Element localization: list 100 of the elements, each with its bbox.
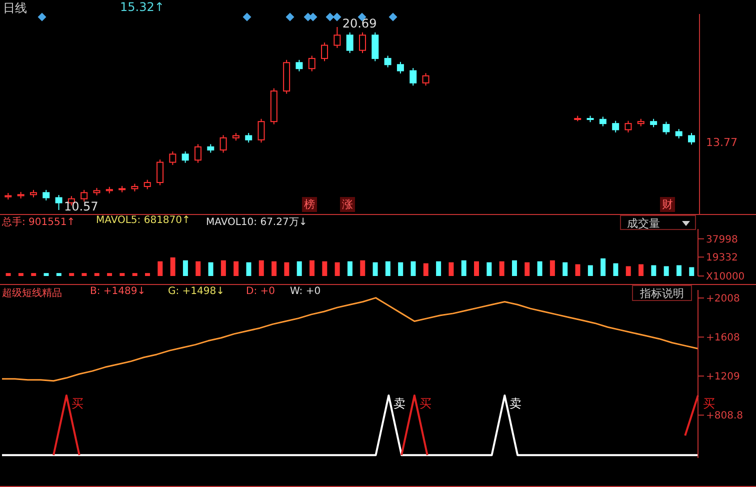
y-tick-label: 19332: [706, 252, 738, 264]
bar: [575, 264, 580, 276]
candlestick: [612, 120, 620, 133]
bar: [638, 264, 644, 276]
bar: [474, 261, 480, 276]
annotation: 成交量: [620, 215, 696, 230]
candlestick: [169, 150, 176, 166]
bar: [56, 273, 62, 276]
bar: [550, 260, 555, 276]
candlestick: [296, 59, 303, 72]
bar: [107, 273, 112, 276]
bar: [220, 260, 226, 276]
bar: [120, 273, 125, 276]
annotation: 卖: [394, 396, 406, 411]
candlestick: [334, 27, 341, 48]
candlestick: [42, 189, 50, 201]
bar: [158, 261, 163, 276]
bar: [69, 273, 74, 276]
bar: [94, 273, 100, 276]
chart-title: 日线: [3, 0, 27, 17]
bar: [651, 265, 656, 276]
y-tick-label: +808.8: [706, 410, 744, 422]
candlestick: [321, 42, 328, 62]
annotation: 卖: [510, 396, 522, 411]
bar: [512, 260, 517, 276]
candlestick: [80, 189, 88, 202]
bar: [6, 273, 11, 276]
candlestick: [144, 179, 151, 190]
bar: [664, 266, 669, 276]
bar: [208, 262, 214, 276]
bar: [486, 262, 492, 276]
bar: [537, 261, 542, 276]
annotation: 买: [419, 396, 432, 411]
candlestick: [688, 132, 696, 146]
y-tick-label: +1209: [706, 372, 740, 383]
candlestick: [358, 32, 366, 54]
bar: [436, 261, 442, 276]
bar: [423, 263, 428, 276]
candlestick: [346, 32, 354, 54]
bar: [689, 267, 694, 276]
bar: [461, 260, 466, 276]
bar: [182, 260, 188, 276]
annotation: 20.69: [342, 16, 377, 30]
bar: [334, 262, 340, 276]
text: MAVOL5: 681870↑: [96, 215, 190, 226]
candlestick: [675, 128, 682, 139]
candlestick: [422, 72, 430, 86]
y-tick-label: X10000: [706, 272, 745, 283]
bar: [44, 273, 49, 276]
bar: [196, 261, 201, 276]
bar: [448, 262, 454, 276]
candlestick: [396, 61, 404, 74]
annotation: 指标说明: [632, 285, 692, 301]
bar: [234, 261, 239, 276]
bar: [626, 266, 631, 276]
bar: [360, 260, 366, 276]
bar: [600, 258, 606, 276]
bar: [170, 257, 176, 276]
text: MAVOL10: 67.27万↓: [206, 216, 308, 229]
candlestick: [624, 120, 632, 133]
candlestick: [372, 32, 379, 62]
bar: [132, 273, 138, 276]
candlestick: [384, 55, 392, 68]
y-tick-label: 37998: [706, 234, 738, 246]
bar: [258, 260, 264, 276]
line-series: [1, 297, 699, 382]
text: 13.77: [706, 136, 738, 149]
bar: [499, 261, 504, 276]
annotation: D: +0: [246, 286, 275, 297]
bar: [347, 261, 352, 276]
bar: [296, 261, 302, 276]
bar: [246, 262, 252, 276]
bar: [322, 261, 328, 276]
bar: [272, 261, 277, 276]
annotation: 涨: [340, 197, 355, 212]
annotation: 榜: [302, 197, 317, 212]
candlestick: [662, 121, 670, 135]
candlestick: [194, 144, 202, 164]
bar: [31, 273, 36, 276]
y-tick-label: +1608: [706, 332, 740, 344]
candlestick: [182, 150, 189, 164]
candlestick: [599, 116, 606, 127]
bar: [398, 262, 404, 276]
annotation: 买: [71, 396, 84, 411]
bar: [144, 273, 150, 276]
y-tick-label: +2008: [706, 294, 740, 305]
annotation: G: +1498↓: [168, 286, 225, 297]
bar: [588, 265, 593, 276]
candlestick: [245, 132, 252, 144]
bar: [410, 261, 416, 276]
candlestick: [410, 68, 417, 86]
annotation: 买: [703, 396, 715, 411]
annotation: W: +0: [290, 286, 321, 297]
candlestick: [55, 194, 62, 210]
annotation: 10.57: [64, 199, 98, 214]
chart-title: 超级短线精品: [2, 286, 62, 300]
bar: [372, 262, 378, 276]
bar: [310, 260, 315, 276]
annotation: 财: [660, 197, 675, 212]
bar: [284, 262, 290, 276]
